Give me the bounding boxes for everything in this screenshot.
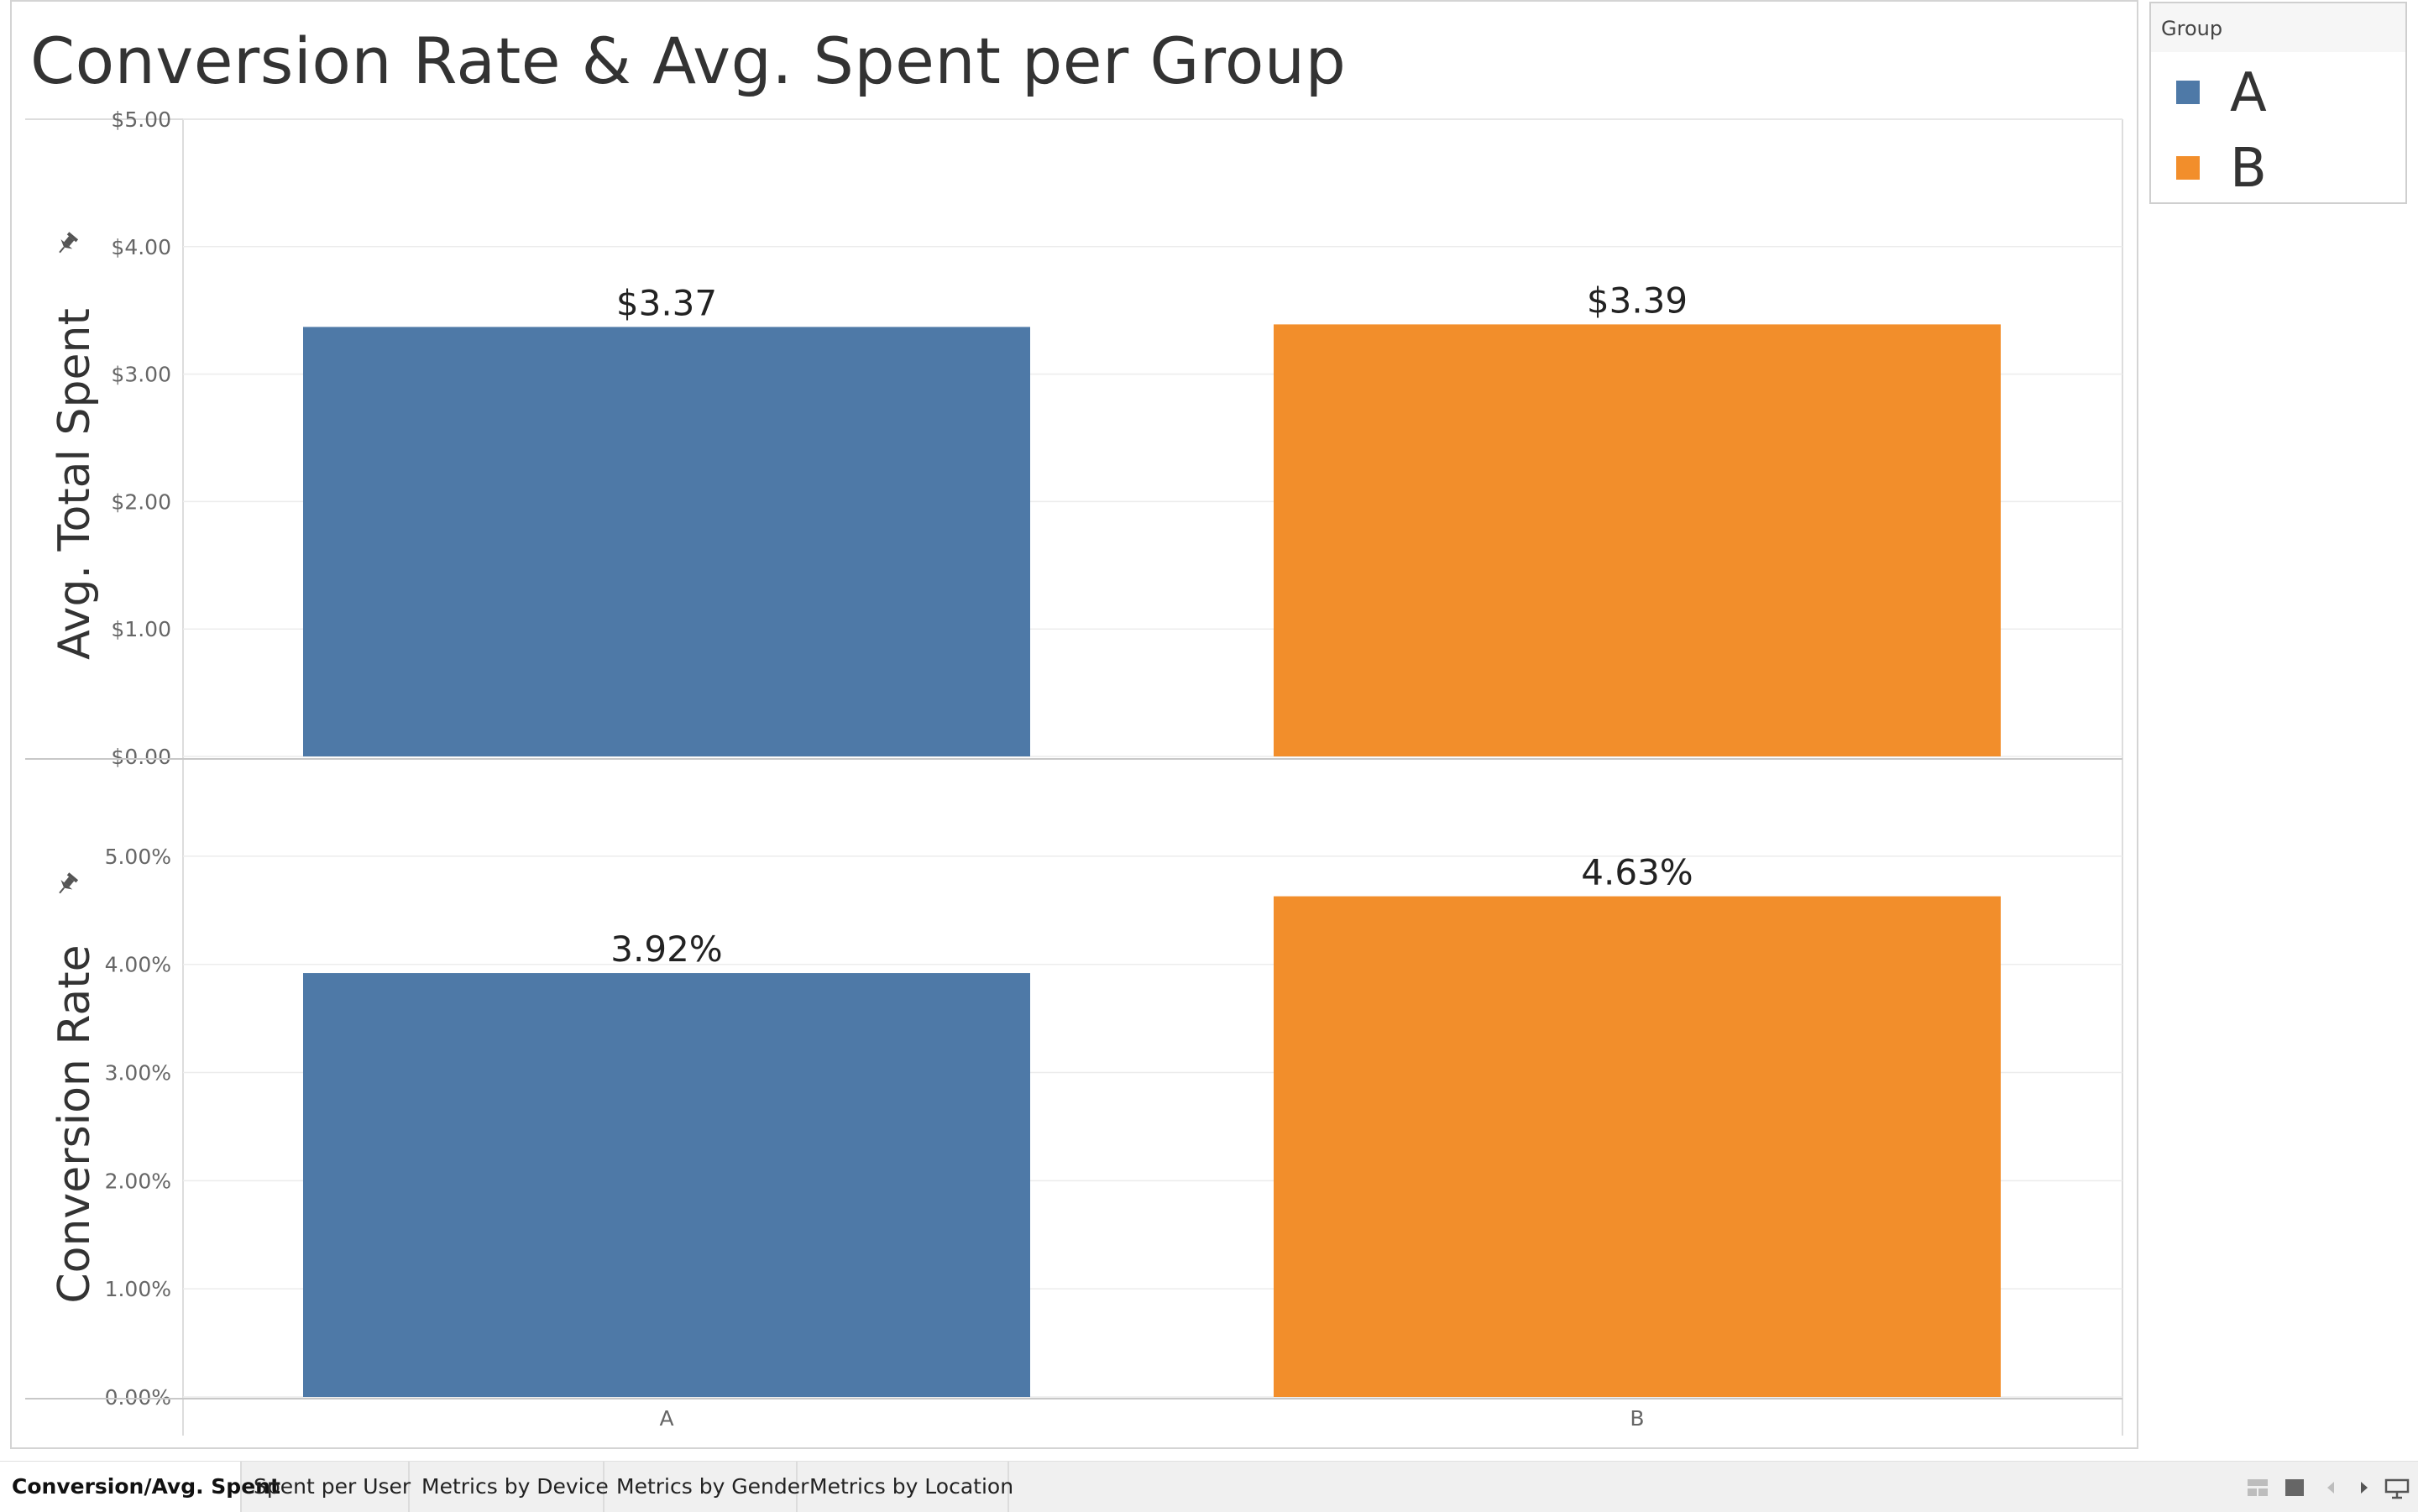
y-tick-label: 3.00% bbox=[105, 1061, 171, 1086]
chart-canvas: $0.00 $1.00 $2.00 $3.00 $4.00 $5.00 $3.37 $3.39… bbox=[25, 107, 2123, 1436]
legend: Group A B bbox=[2149, 2, 2407, 204]
prev-icon[interactable] bbox=[2322, 1478, 2339, 1498]
y-tick-label: $5.00 bbox=[111, 107, 171, 132]
data-label: $3.39 bbox=[1587, 280, 1688, 321]
legend-swatch-a bbox=[2176, 81, 2200, 104]
y-tick-label: 2.00% bbox=[105, 1169, 171, 1193]
legend-item-a[interactable]: A bbox=[2151, 57, 2405, 124]
x-tick-label: B bbox=[1630, 1406, 1644, 1431]
y-tick-label: 0.00% bbox=[105, 1385, 171, 1410]
y-tick-label: $0.00 bbox=[111, 745, 171, 769]
x-tick-label: A bbox=[659, 1406, 673, 1431]
legend-title: Group bbox=[2161, 17, 2223, 40]
y-tick-label: 4.00% bbox=[105, 953, 171, 977]
data-label: 4.63% bbox=[1581, 852, 1693, 893]
legend-header: Group bbox=[2151, 3, 2405, 52]
y-tick-label: $3.00 bbox=[111, 363, 171, 387]
y-tick-label: $2.00 bbox=[111, 489, 171, 514]
dashboard-title: Conversion Rate & Avg. Spent per Group bbox=[30, 24, 1347, 98]
tab-metrics-by-gender[interactable]: Metrics by Gender bbox=[604, 1462, 809, 1512]
data-label: $3.37 bbox=[616, 282, 717, 323]
legend-swatch-b bbox=[2176, 156, 2200, 180]
legend-label-b: B bbox=[2230, 138, 2267, 200]
bar-b bbox=[1274, 324, 2001, 756]
tab-metrics-by-location[interactable]: Metrics by Location bbox=[798, 1462, 1013, 1512]
y-tick-label: 1.00% bbox=[105, 1277, 171, 1301]
y-tick-label: $4.00 bbox=[111, 235, 171, 259]
tab-metrics-by-device[interactable]: Metrics by Device bbox=[410, 1462, 609, 1512]
pin-icon bbox=[59, 872, 79, 894]
pin-icon bbox=[59, 232, 79, 254]
y-axis-title: Avg. Total Spent bbox=[50, 308, 100, 660]
y-tick-label: $1.00 bbox=[111, 617, 171, 641]
dashboard-frame bbox=[10, 0, 2138, 1449]
grid-view-icon[interactable] bbox=[2247, 1478, 2269, 1498]
legend-label-a: A bbox=[2230, 62, 2267, 124]
present-icon[interactable] bbox=[2384, 1478, 2410, 1499]
tab-conversion-avg-spent[interactable]: Conversion/Avg. Spent bbox=[0, 1462, 280, 1512]
sheet-tab-bar: Conversion/Avg. Spent Spent per User Met… bbox=[0, 1461, 2418, 1512]
y-axis-title: Conversion Rate bbox=[50, 944, 100, 1303]
bar-b bbox=[1274, 896, 2001, 1397]
tab-spent-per-user[interactable]: Spent per User bbox=[242, 1462, 411, 1512]
bar-a bbox=[303, 327, 1030, 756]
bar-a bbox=[303, 973, 1030, 1397]
next-icon[interactable] bbox=[2356, 1478, 2373, 1498]
data-label: 3.92% bbox=[610, 929, 722, 970]
y-tick-label: 5.00% bbox=[105, 845, 171, 869]
legend-item-b[interactable]: B bbox=[2151, 133, 2405, 200]
single-view-icon[interactable] bbox=[2284, 1478, 2305, 1498]
